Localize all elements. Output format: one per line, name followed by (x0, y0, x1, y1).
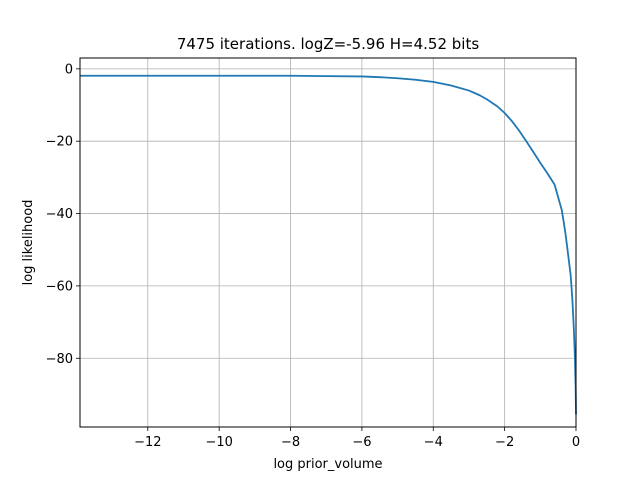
x-tick-label: −2 (495, 435, 514, 450)
x-tick-label: −12 (134, 435, 161, 450)
chart-title: 7475 iterations. logZ=-5.96 H=4.52 bits (177, 35, 480, 53)
series-layer (80, 76, 576, 415)
x-tick-label: −10 (205, 435, 232, 450)
y-tick-label: −40 (46, 207, 73, 222)
x-tick-label: −8 (281, 435, 300, 450)
grid (80, 58, 576, 427)
series-line (80, 76, 576, 415)
x-tick-label: 0 (572, 435, 580, 450)
ticks: −12 −10 −8 −6 −4 −2 00−20−40−60−80 (46, 62, 581, 450)
y-tick-label: 0 (65, 62, 73, 77)
x-tick-label: −4 (424, 435, 443, 450)
y-axis-label: log likelihood (21, 200, 36, 286)
y-tick-label: −60 (46, 279, 73, 294)
x-axis-label: log prior_volume (273, 457, 382, 472)
y-tick-label: −80 (46, 352, 73, 367)
plot-area-frame (80, 58, 576, 427)
y-tick-label: −20 (46, 135, 73, 150)
x-tick-label: −6 (352, 435, 371, 450)
